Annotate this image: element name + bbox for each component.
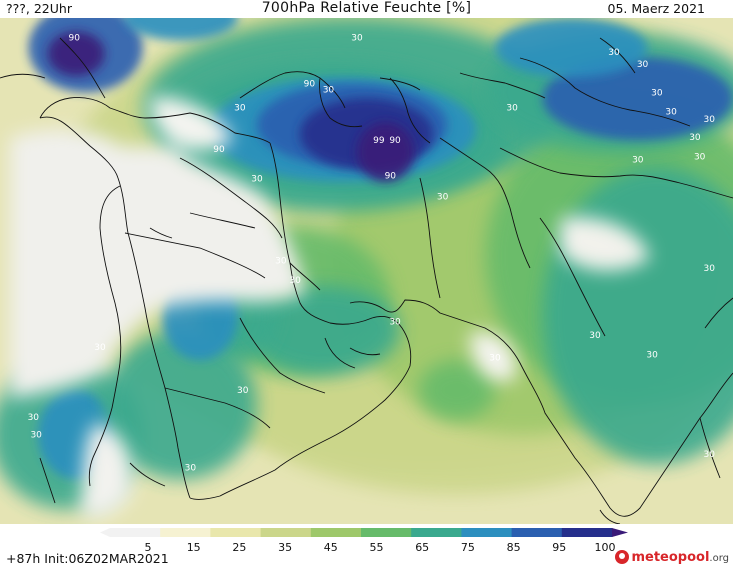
colorbar-segment-3: [260, 528, 312, 537]
contour-label-25: 30: [94, 343, 106, 353]
colorbar-segment-5: [361, 528, 412, 537]
colorbar-max-arrow: [612, 528, 628, 537]
contour-label-31: 30: [703, 450, 715, 460]
colorbar-segment-7: [461, 528, 513, 537]
colorbar-tick-4: 45: [324, 541, 338, 554]
humidity-blob-11: [104, 330, 258, 480]
colorbar-tick-2: 25: [232, 541, 246, 554]
colorbar-segment-9: [561, 528, 613, 537]
colorbar-tick-10: 100: [595, 541, 616, 554]
colorbar-segment-6: [411, 528, 462, 537]
contour-label-21: 30: [289, 276, 301, 286]
colorbar-tick-0: 5: [145, 541, 152, 554]
contour-label-32: 30: [185, 463, 197, 473]
contour-label-8: 30: [506, 103, 518, 113]
map-title: 700hPa Relative Feuchte [%]: [261, 0, 472, 16]
contour-label-27: 30: [489, 353, 501, 363]
colorbar-tick-1: 15: [187, 541, 201, 554]
contour-label-1: 30: [351, 33, 363, 43]
footer: 5 15 25 35 45 55 65 75 85 95 100 +87h Init:06Z02MA…: [0, 524, 733, 566]
coastlines-and-borders: [0, 37, 733, 524]
contour-label-26: 30: [646, 350, 658, 360]
colorbar-tick-3: 35: [278, 541, 292, 554]
contour-label-13: 90: [389, 136, 401, 146]
contour-label-11: 30: [689, 133, 701, 143]
humidity-blob-22: [542, 56, 733, 141]
contour-label-18: 30: [251, 175, 263, 185]
colorbar-tick-5: 55: [370, 541, 384, 554]
humidity-blob-24: [123, 18, 238, 41]
contour-label-10: 30: [703, 115, 715, 125]
colorbar: 5 15 25 35 45 55 65 75 85 95 100: [100, 528, 628, 554]
colorbar-tick-8: 85: [507, 541, 521, 554]
humidity-blob-20: [47, 31, 105, 77]
humidity-blob-23: [495, 18, 648, 78]
contour-label-22: 30: [703, 264, 715, 274]
humidity-blob-18: [356, 122, 415, 182]
contour-label-3: 30: [637, 60, 649, 70]
contour-label-9: 30: [665, 108, 677, 118]
meteopool-logo-icon: [615, 550, 630, 564]
contour-label-5: 90: [304, 79, 316, 89]
contour-label-19: 30: [437, 193, 449, 203]
forecast-time-label: ???, 22Uhr: [6, 1, 72, 16]
init-time-label: +87h Init:06Z02MAR2021: [6, 551, 169, 566]
brand-tld: .org: [709, 553, 729, 564]
contour-label-6: 30: [323, 85, 335, 95]
contour-label-16: 30: [694, 152, 706, 162]
contour-label-14: 90: [213, 145, 225, 155]
colorbar-segment-2: [210, 528, 262, 537]
colorbar-tick-9: 95: [552, 541, 566, 554]
contour-label-20: 30: [275, 257, 287, 267]
dry-region: [10, 97, 650, 518]
colorbar-tick-6: 65: [415, 541, 429, 554]
contour-label-0: 90: [69, 33, 81, 43]
colorbar-tick-7: 75: [461, 541, 475, 554]
contour-label-17: 90: [385, 172, 397, 182]
contour-label-28: 30: [237, 386, 249, 396]
contour-label-7: 30: [234, 103, 246, 113]
contour-label-24: 30: [589, 331, 601, 341]
colorbar-segment-1: [160, 528, 211, 537]
contour-label-4: 30: [651, 88, 663, 98]
colorbar-segment-8: [511, 528, 563, 537]
forecast-date: 05. Maerz 2021: [607, 1, 705, 16]
contour-label-29: 30: [28, 413, 40, 423]
contour-label-2: 30: [608, 48, 620, 58]
humidity-blob-8: [418, 360, 496, 420]
colorbar-min-arrow: [100, 528, 110, 537]
colorbar-segment-0: [110, 528, 161, 537]
header: ???, 22Uhr 700hPa Relative Feuchte [%] 0…: [0, 0, 733, 18]
contour-label-12: 99: [373, 136, 385, 146]
colorbar-segment-4: [310, 528, 362, 537]
brand-logo[interactable]: meteopool .org: [615, 547, 729, 567]
contour-label-23: 30: [389, 318, 401, 328]
contour-label-15: 30: [632, 155, 644, 165]
contour-label-30: 30: [30, 431, 42, 441]
brand-name: meteopool: [631, 549, 710, 565]
